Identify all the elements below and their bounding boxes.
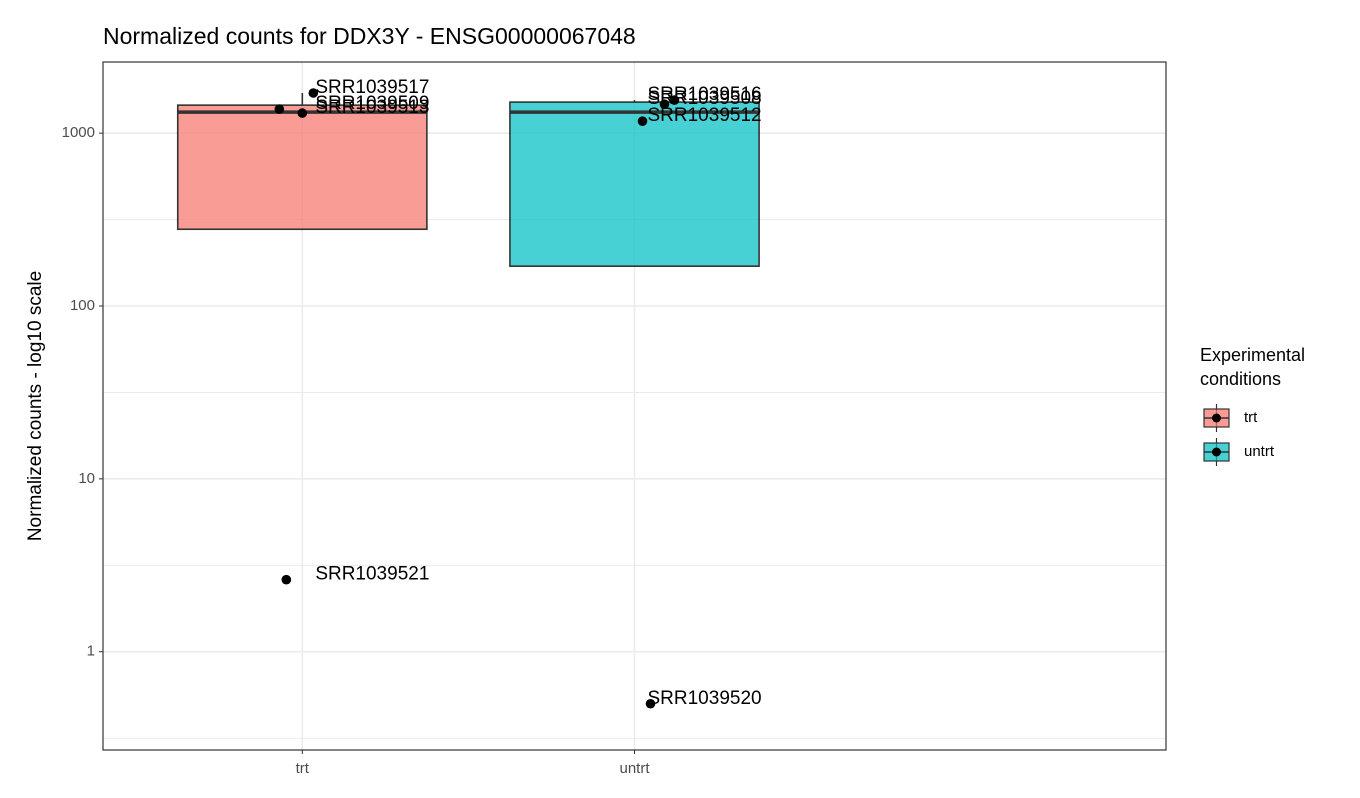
point-label: SRR1039513 (315, 97, 429, 118)
legend-key-point (1212, 413, 1221, 423)
point-label: SRR1039512 (648, 105, 762, 126)
y-tick-label: 1 (87, 643, 95, 660)
point (297, 108, 308, 118)
box (509, 101, 760, 267)
point-label: SRR1039520 (648, 688, 762, 709)
legend-key-point (1212, 447, 1221, 457)
point-label: SRR1039517 (315, 77, 429, 98)
point-label: SRR1039521 (315, 564, 429, 585)
legend-label: trt (1244, 409, 1258, 426)
legend-title: conditions (1200, 369, 1281, 389)
y-axis-label: Normalized counts - log10 scale (25, 271, 46, 541)
x-tick-label: trt (296, 760, 310, 777)
point (669, 95, 680, 105)
x-tick-label: untrt (619, 760, 650, 777)
point (281, 574, 292, 585)
y-tick-label: 100 (70, 297, 95, 314)
point (274, 104, 285, 114)
y-tick-label: 1000 (62, 124, 95, 141)
point-label: SRR1039509 (315, 93, 429, 114)
point (308, 88, 319, 98)
chart-title: Normalized counts for DDX3Y - ENSG000000… (103, 23, 636, 49)
y-tick-label: 10 (78, 470, 95, 487)
point (645, 698, 656, 709)
point (659, 99, 670, 109)
point-label: SRR1039508 (648, 88, 762, 109)
legend-title: Experimental (1200, 345, 1305, 365)
panel-border (102, 61, 1167, 751)
point (637, 116, 648, 126)
legend-label: untrt (1244, 443, 1275, 460)
box (176, 104, 428, 231)
point-label: SRR1039516 (648, 84, 762, 105)
